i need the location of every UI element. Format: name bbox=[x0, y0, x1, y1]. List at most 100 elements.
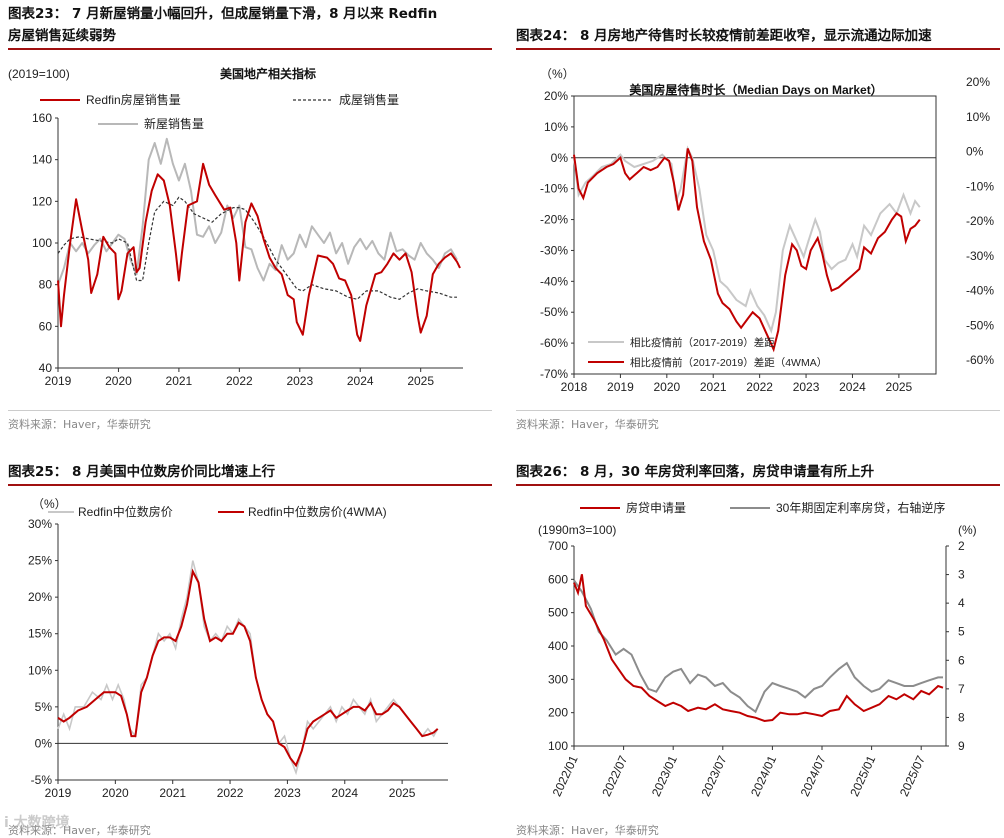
y-axis-unit: （%） bbox=[540, 67, 575, 81]
fig25-source: 资料来源：Haver，华泰研究 bbox=[8, 824, 151, 837]
x-tick-label-3: 2022 bbox=[217, 786, 244, 800]
y-tick-9: 20% bbox=[544, 89, 568, 103]
legend-label-2: 新屋销售量 bbox=[144, 116, 204, 131]
fig24-source: 资料来源：Haver，华泰研究 bbox=[516, 418, 659, 431]
fig26-title: 图表26： 8 月，30 年房贷利率回落，房贷申请量有所上升 bbox=[516, 464, 875, 480]
series-line-2 bbox=[57, 137, 458, 286]
panel-fig23: 图表23： 7 月新屋销量小幅回升，但成屋销量下滑，8 月以来 Redfin 房… bbox=[8, 2, 492, 431]
x-tick-label-2: 2021 bbox=[159, 786, 186, 800]
legend-label-1: 30年期固定利率房贷，右轴逆序 bbox=[776, 500, 945, 515]
chart-title: 美国房屋待售时长（Median Days on Market） bbox=[629, 82, 882, 97]
fig24-chart: （%） 美国房屋待售时长（Median Days on Market） -70% -6… bbox=[540, 67, 994, 394]
x-tick-label-3: 2022 bbox=[226, 374, 253, 388]
panel-fig24: 图表24： 8 月房地产待售时长较疫情前差距收窄，显示流通边际加速 （%） 美国房… bbox=[516, 2, 1000, 431]
x-tick-label-3: 2021 bbox=[700, 380, 727, 394]
series-line-1 bbox=[573, 148, 921, 353]
y2-tick-4: -20% bbox=[966, 214, 994, 228]
y-tick-3: 10% bbox=[28, 663, 52, 677]
series-line-0 bbox=[57, 162, 461, 342]
y-tick-3: 400 bbox=[548, 639, 568, 653]
watermark: i 大数跨境 bbox=[4, 815, 70, 831]
y-tick-2: 5% bbox=[35, 700, 53, 714]
x-tick-label-4: 2024/01 bbox=[748, 753, 779, 799]
y-tick-1: -60% bbox=[540, 336, 568, 350]
fig24-bottom-line bbox=[516, 410, 1000, 411]
x-tick-label-5: 2023 bbox=[793, 380, 820, 394]
y-tick-2: 80 bbox=[39, 278, 53, 292]
y-tick-6: 160 bbox=[32, 111, 52, 125]
fig26-source: 资料来源：Haver，华泰研究 bbox=[516, 824, 659, 837]
series-line-1 bbox=[57, 568, 439, 768]
y-axis-unit: （%） bbox=[32, 497, 67, 511]
x-tick-label-5: 2024 bbox=[347, 374, 374, 388]
legend-label-1: Redfin中位数房价(4WMA) bbox=[248, 504, 387, 519]
x-tick-label-5: 2024/07 bbox=[798, 753, 829, 799]
y-tick-5: -20% bbox=[540, 213, 568, 227]
x-tick-label-0: 2018 bbox=[561, 380, 588, 394]
x-tick-label-2: 2023/01 bbox=[649, 753, 680, 799]
y-tick-4: 120 bbox=[32, 194, 52, 208]
y2-tick-2: 4 bbox=[958, 596, 965, 610]
fig23-title: 图表23： 7 月新屋销量小幅回升，但成屋销量下滑，8 月以来 Redfin bbox=[8, 6, 438, 22]
y-tick-7: 30% bbox=[28, 517, 52, 531]
x-tick-label-6: 2024 bbox=[839, 380, 866, 394]
y-tick-6: 25% bbox=[28, 554, 52, 568]
y-tick-6: 700 bbox=[548, 539, 568, 553]
fig26-title-rule bbox=[516, 484, 1000, 486]
x-tick-label-0: 2019 bbox=[45, 374, 72, 388]
y2-tick-7: 10% bbox=[966, 110, 990, 124]
x-tick-label-2: 2020 bbox=[653, 380, 680, 394]
y-tick-0: -5% bbox=[31, 773, 53, 787]
y-tick-0: 100 bbox=[548, 739, 568, 753]
x-tick-label-7: 2025 bbox=[886, 380, 913, 394]
series-line-0 bbox=[57, 560, 439, 776]
x-tick-label-1: 2020 bbox=[105, 374, 132, 388]
fig25-title-rule bbox=[8, 484, 492, 486]
y2-tick-3: 5 bbox=[958, 625, 965, 639]
x-tick-label-3: 2023/07 bbox=[698, 753, 729, 799]
fig25-title: 图表25： 8 月美国中位数房价同比增速上行 bbox=[8, 464, 276, 480]
y2-tick-0: 2 bbox=[958, 539, 965, 553]
fig24-title: 图表24： 8 月房地产待售时长较疫情前差距收窄，显示流通边际加速 bbox=[516, 28, 932, 44]
legend-label-0: Redfin中位数房价 bbox=[78, 504, 173, 519]
y-tick-0: 40 bbox=[39, 361, 53, 375]
y2-axis-unit: (%) bbox=[958, 523, 977, 537]
y-tick-3: 100 bbox=[32, 236, 52, 250]
fig24-title-rule bbox=[516, 48, 1000, 50]
y-axis-unit: (2019=100) bbox=[8, 67, 70, 81]
x-tick-label-2: 2021 bbox=[166, 374, 193, 388]
y2-tick-3: -30% bbox=[966, 249, 994, 263]
y-axis-unit: (1990m3=100) bbox=[538, 523, 616, 537]
y-tick-5: 20% bbox=[28, 590, 52, 604]
x-tick-label-6: 2025/01 bbox=[847, 753, 878, 799]
y-tick-1: 60 bbox=[39, 319, 53, 333]
y2-tick-2: -40% bbox=[966, 284, 994, 298]
x-tick-label-4: 2022 bbox=[746, 380, 773, 394]
fig23-bottom-line bbox=[8, 410, 492, 411]
x-tick-label-1: 2022/07 bbox=[599, 753, 630, 799]
fig23-chart: (2019=100) 美国地产相关指标 40 60 80 100 120 140 160 2019… bbox=[8, 66, 463, 388]
y-tick-2: 300 bbox=[548, 672, 568, 686]
y2-tick-5: -10% bbox=[966, 179, 994, 193]
y-tick-4: 15% bbox=[28, 627, 52, 641]
fig23-title-line2: 房屋销售延续弱势 bbox=[8, 28, 116, 44]
legend-label-1: 相比疫情前（2017-2019）差距（4WMA） bbox=[630, 356, 827, 369]
y2-tick-5: 7 bbox=[958, 682, 965, 696]
y2-tick-1: -50% bbox=[966, 318, 994, 332]
legend-label-0: Redfin房屋销售量 bbox=[86, 92, 181, 107]
x-tick-label-4: 2023 bbox=[274, 786, 301, 800]
y-tick-1: 0% bbox=[35, 736, 53, 750]
y-tick-7: 0% bbox=[551, 151, 569, 165]
y-tick-5: 140 bbox=[32, 153, 52, 167]
y-tick-8: 10% bbox=[544, 120, 568, 134]
y2-tick-0: -60% bbox=[966, 353, 994, 367]
fig25-chart: （%） -5% 0% 5% 10% 15% 20% 25% 30% 2019 2020 2021 202… bbox=[28, 497, 448, 800]
fig26-chart: (1990m3=100) (%) 100 200 300 400 500 600 700 2 3 4 5… bbox=[538, 500, 977, 799]
y-tick-5: 600 bbox=[548, 572, 568, 586]
y2-tick-6: 0% bbox=[966, 145, 984, 159]
series-line-1 bbox=[57, 196, 457, 300]
y2-tick-6: 8 bbox=[958, 710, 965, 724]
panel-fig26: 图表26： 8 月，30 年房贷利率回落，房贷申请量有所上升 (1990m3=1… bbox=[516, 460, 1000, 838]
chart-title: 美国地产相关指标 bbox=[220, 66, 316, 81]
y-tick-1: 200 bbox=[548, 706, 568, 720]
